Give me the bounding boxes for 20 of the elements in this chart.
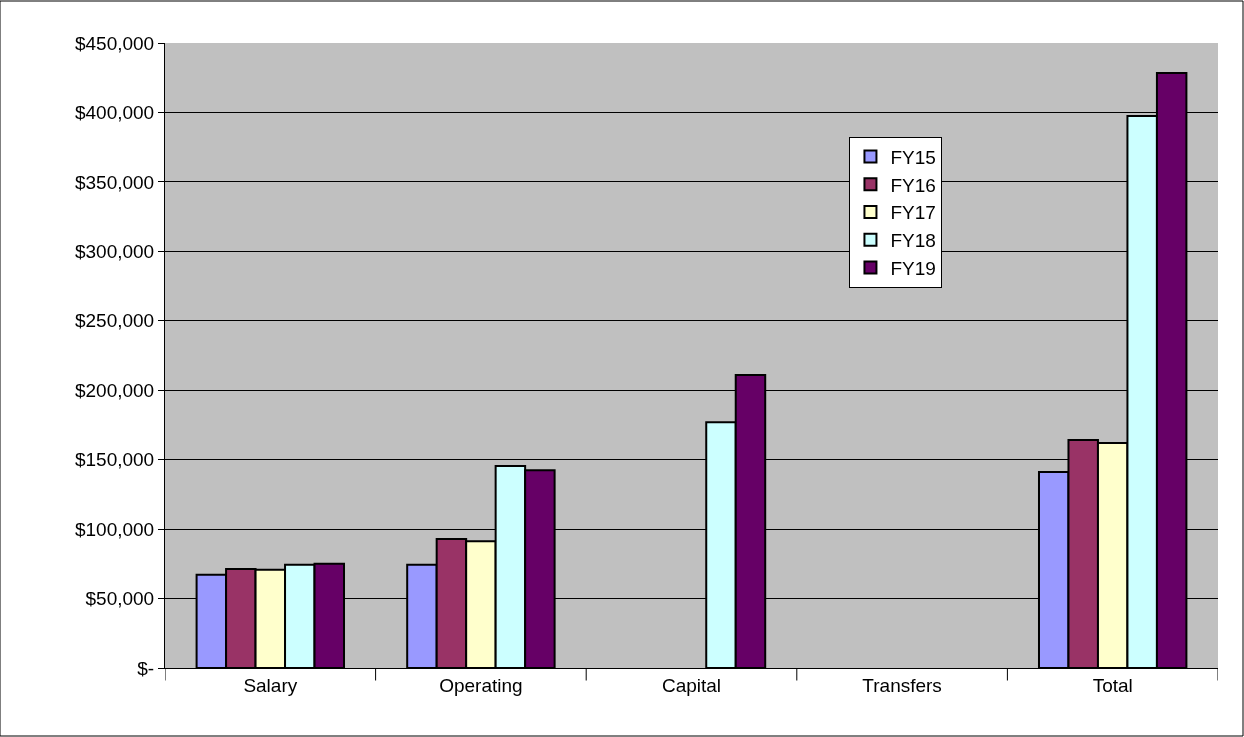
legend-label: FY17 — [890, 202, 936, 224]
y-tick-label: $50,000 — [85, 588, 155, 610]
x-tick-label: Transfers — [862, 674, 942, 696]
y-tick-label: $250,000 — [74, 310, 155, 332]
y-tick-label: $100,000 — [74, 518, 155, 540]
legend-label: FY18 — [890, 230, 936, 252]
x-tick-label: Operating — [439, 674, 523, 696]
y-tick-label: $350,000 — [74, 171, 155, 193]
legend-label: FY19 — [890, 257, 936, 279]
y-tick-label: $400,000 — [74, 102, 155, 124]
y-tick-label: $- — [137, 657, 155, 679]
legend-label: FY16 — [890, 174, 936, 196]
x-tick-label: Salary — [243, 674, 298, 696]
x-tick-label: Capital — [661, 674, 722, 696]
y-tick-label: $150,000 — [74, 449, 155, 471]
y-tick-label: $300,000 — [74, 240, 155, 262]
y-tick-label: $200,000 — [74, 379, 155, 401]
legend-label: FY15 — [890, 147, 936, 169]
y-tick-label: $450,000 — [74, 32, 155, 54]
x-tick-label: Total — [1092, 674, 1133, 696]
